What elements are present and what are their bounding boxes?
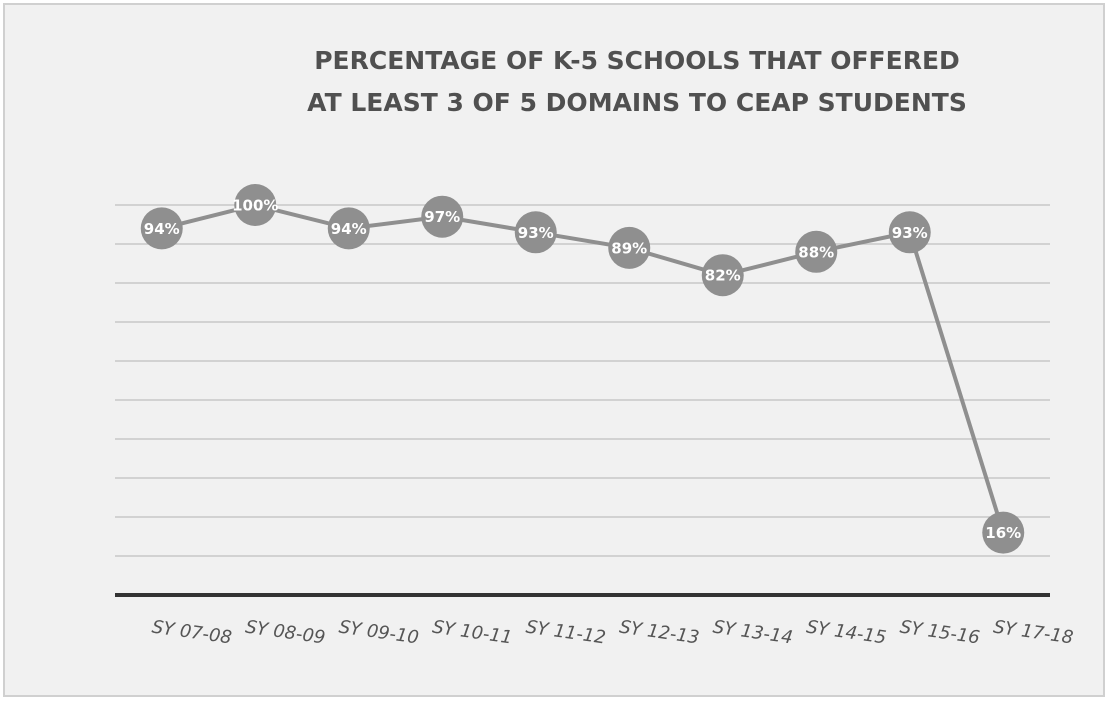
data-label: 94%	[144, 220, 180, 238]
marker	[701, 254, 744, 297]
marker	[514, 211, 557, 254]
data-label: 88%	[798, 243, 834, 261]
marker	[608, 226, 651, 269]
marker	[327, 207, 370, 250]
data-label: 93%	[518, 224, 554, 242]
data-label: 93%	[892, 224, 928, 242]
chart-title: PERCENTAGE OF K-5 SCHOOLS THAT OFFERED	[314, 46, 960, 75]
data-label: 82%	[705, 267, 741, 285]
marker	[234, 184, 277, 226]
marker	[421, 195, 464, 238]
chart-title: AT LEAST 3 OF 5 DOMAINS TO CEAP STUDENTS	[307, 88, 967, 117]
marker	[888, 211, 931, 254]
chart-background	[3, 3, 1105, 697]
data-label: 100%	[232, 197, 278, 215]
data-label: 89%	[611, 239, 647, 257]
line	[161, 202, 1006, 534]
data-label: 94%	[331, 220, 367, 238]
marker	[140, 207, 183, 250]
data-label: 16%	[985, 524, 1021, 542]
marker	[982, 511, 1025, 554]
marker	[795, 230, 838, 273]
data-label: 97%	[424, 208, 460, 226]
